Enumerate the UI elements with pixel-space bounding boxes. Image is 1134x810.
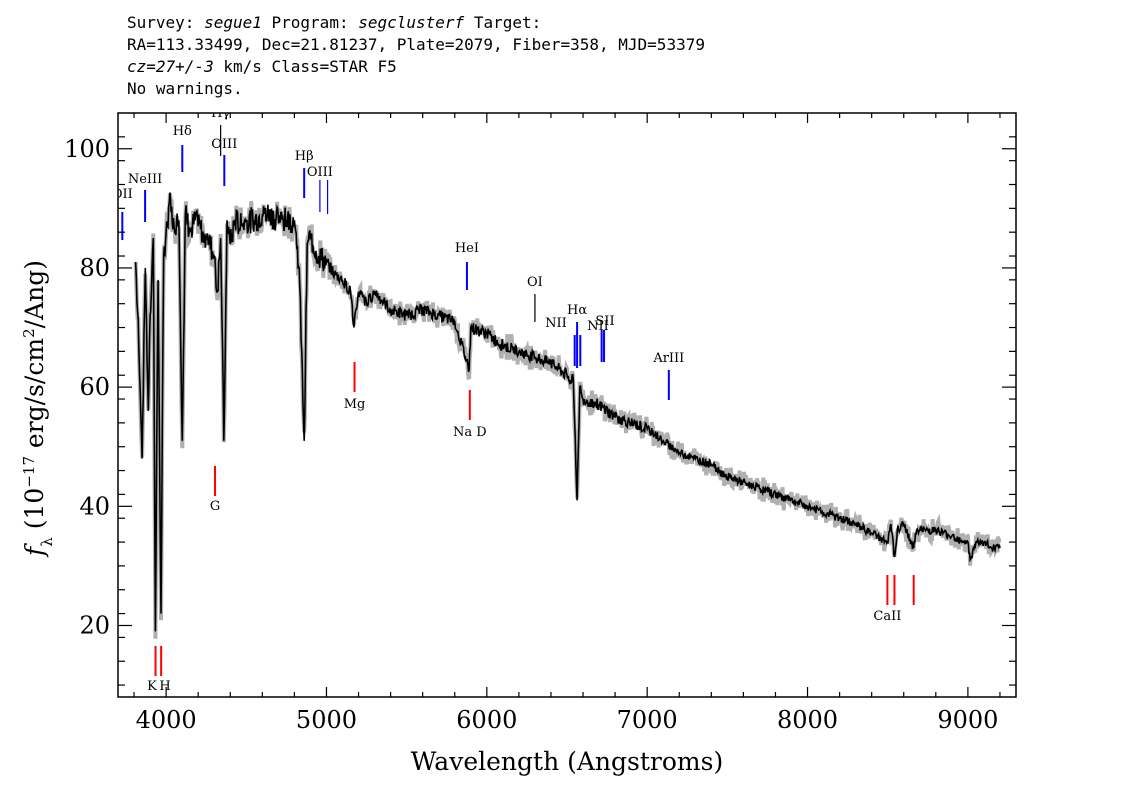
line-marker-label: OIII: [211, 137, 237, 152]
survey-label: Survey:: [127, 13, 195, 32]
line-marker-label: Na D: [453, 425, 487, 440]
class-value: km/s Class=STAR F5: [223, 57, 397, 76]
program-label: Program:: [271, 13, 349, 32]
line-markers: OIINeIIIHδHγOIIIHβOIIIHeIOINIIHαNIISIIAr…: [112, 106, 915, 694]
x-tick-label: 4000: [136, 706, 197, 734]
line-marker-label: HeI: [455, 241, 479, 256]
x-tick-label: 8000: [777, 706, 838, 734]
line-marker-label: NeIII: [128, 172, 162, 187]
header-line-redshift: cz=27+/-3 km/s Class=STAR F5: [127, 56, 1027, 78]
line-marker-label: K: [147, 679, 157, 694]
x-tick-label: 6000: [456, 706, 517, 734]
y-tick-label: 60: [79, 373, 110, 401]
line-marker-label: SII: [595, 314, 614, 329]
y-tick-label: 20: [79, 611, 110, 639]
spectrum-line: [134, 192, 1001, 632]
survey-value: segue1: [204, 13, 262, 32]
line-marker-label: Mg: [344, 397, 366, 412]
line-marker-label: Hβ: [295, 149, 314, 164]
plot-frame: [117, 112, 1017, 698]
line-marker-label: OII: [112, 187, 133, 202]
y-tick-label: 80: [79, 254, 110, 282]
spectrum-error-band: [133, 192, 1002, 639]
spectrum-header: Survey: segue1 Program: segclusterf Targ…: [127, 12, 1027, 100]
axis-ticks: 4000 5000 6000 7000 8000 9000 20 40 60 80 100: [64, 113, 1016, 734]
x-tick-label: 5000: [296, 706, 357, 734]
line-marker-label: ArIII: [652, 351, 684, 366]
line-marker-label: OIII: [307, 165, 333, 180]
line-marker-label: CaII: [873, 609, 901, 624]
header-line-coords: RA=113.33499, Dec=21.81237, Plate=2079, …: [127, 35, 705, 54]
cz-value: cz=27+/-3: [127, 57, 214, 76]
y-tick-label: 40: [79, 492, 110, 520]
line-marker-label: Hγ: [211, 106, 230, 121]
program-value: segclusterf: [358, 13, 465, 32]
line-marker-label: Hδ: [173, 124, 192, 139]
line-marker-label: G: [210, 499, 220, 514]
y-tick-label: 100: [64, 135, 110, 163]
line-marker-label: OI: [527, 275, 543, 290]
x-axis-label: Wavelength (Angstroms): [411, 747, 723, 776]
line-marker-label: Hα: [567, 303, 587, 318]
header-line-warnings: No warnings.: [127, 79, 243, 98]
line-marker-label: NII: [545, 316, 567, 331]
x-tick-label: 7000: [617, 706, 678, 734]
line-marker-label: H: [159, 679, 170, 694]
x-tick-label: 9000: [937, 706, 998, 734]
target-label: Target:: [473, 13, 542, 32]
y-axis-label: fλ (10−17 erg/s/cm2/Ang): [20, 260, 56, 558]
header-line-survey: Survey: segue1 Program: segclusterf Targ…: [127, 12, 1027, 34]
